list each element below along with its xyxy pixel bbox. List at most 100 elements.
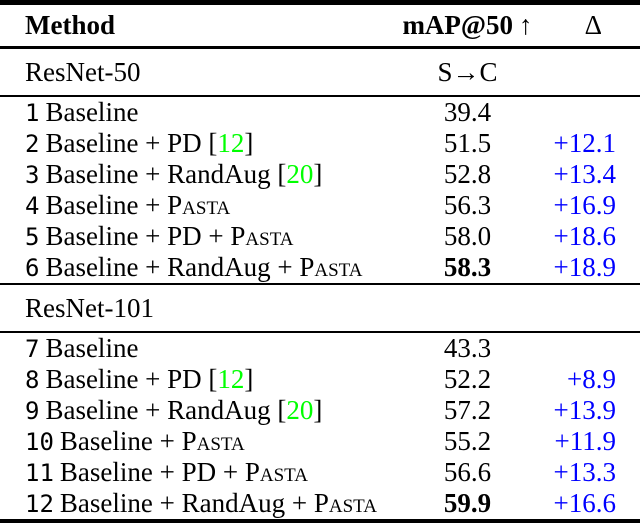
delta-value-cell: [550, 96, 640, 128]
section-delta-cell: [550, 284, 640, 332]
method-cell: 9 Baseline + RandAug [20]: [0, 395, 385, 426]
map-value-cell: 43.3: [443, 333, 492, 363]
map-value-cell: 58.3: [443, 252, 492, 282]
section-header-row: ResNet-50 S→C: [0, 48, 640, 97]
method-text: Baseline + PD +: [59, 457, 245, 487]
column-header-method: Method: [25, 10, 115, 40]
pasta-smallcaps: Pasta: [167, 190, 231, 220]
pasta-smallcaps: Pasta: [313, 488, 377, 518]
method-cell: 5 Baseline + PD + Pasta: [0, 221, 385, 252]
pasta-smallcaps: Pasta: [299, 252, 363, 282]
shift-label: [385, 284, 550, 332]
table-row: 3 Baseline + RandAug [20] 52.8 +13.4: [0, 159, 640, 190]
delta-value-cell: +11.9: [554, 426, 616, 456]
delta-value-cell: +13.3: [553, 457, 616, 487]
method-text: Baseline +: [45, 190, 168, 220]
pasta-smallcaps: Pasta: [244, 457, 308, 487]
method-text: Baseline + PD [: [45, 364, 218, 394]
column-header-delta: Δ: [584, 10, 602, 40]
map-value-cell: 39.4: [443, 97, 492, 127]
section-name: ResNet-50: [25, 56, 141, 87]
citation-number: 12: [217, 364, 245, 394]
method-text: Baseline + RandAug [: [45, 159, 287, 189]
method-text: Baseline: [45, 97, 139, 127]
method-text: Baseline + RandAug [: [45, 395, 287, 425]
method-text: ]: [244, 128, 254, 158]
citation-number: 20: [286, 395, 314, 425]
table-row: 9 Baseline + RandAug [20] 57.2 +13.9: [0, 395, 640, 426]
row-number: 12: [25, 490, 54, 518]
table-header: Method mAP@50 ↑ Δ: [0, 3, 640, 48]
table-row: 11 Baseline + PD + Pasta 56.6 +13.3: [0, 457, 640, 488]
table-row: 1 Baseline 39.4: [0, 96, 640, 128]
table-row: 2 Baseline + PD [12] 51.5 +12.1: [0, 128, 640, 159]
section-header-row: ResNet-101: [0, 284, 640, 332]
section-delta-cell: [550, 48, 640, 97]
header-row: Method mAP@50 ↑ Δ: [0, 3, 640, 48]
method-text: Baseline + PD [: [45, 128, 218, 158]
row-number: 10: [25, 428, 54, 456]
table-row: 8 Baseline + PD [12] 52.2 +8.9: [0, 364, 640, 395]
citation-number: 20: [286, 159, 314, 189]
method-text: Baseline + PD +: [45, 221, 231, 251]
row-number: 5: [25, 223, 40, 251]
table-row: 10 Baseline + Pasta 55.2 +11.9: [0, 426, 640, 457]
citation-number: 12: [217, 128, 245, 158]
delta-value-cell: +16.6: [553, 488, 616, 518]
method-text: ]: [313, 395, 323, 425]
row-number: 4: [25, 192, 40, 220]
row-number: 3: [25, 161, 40, 189]
map-value-cell: 55.2: [443, 426, 492, 456]
method-text: Baseline: [45, 333, 139, 363]
method-cell: 6 Baseline + RandAug + Pasta: [0, 252, 385, 284]
method-cell: 12 Baseline + RandAug + Pasta: [0, 488, 385, 521]
method-cell: 7 Baseline: [0, 332, 385, 364]
method-text: Baseline + RandAug +: [45, 252, 300, 282]
row-number: 11: [25, 459, 54, 487]
table-row: 6 Baseline + RandAug + Pasta 58.3 +18.9: [0, 252, 640, 284]
map-header-label: mAP@50: [402, 10, 514, 40]
method-text: ]: [313, 159, 323, 189]
row-number: 8: [25, 366, 40, 394]
delta-value-cell: +18.6: [553, 221, 616, 251]
map-value-cell: 56.6: [443, 457, 492, 487]
up-arrow-icon: ↑: [519, 10, 533, 40]
table-row: 12 Baseline + RandAug + Pasta 59.9 +16.6: [0, 488, 640, 521]
row-number: 2: [25, 130, 40, 158]
delta-value-cell: +18.9: [553, 252, 616, 282]
table-row: 4 Baseline + Pasta 56.3 +16.9: [0, 190, 640, 221]
method-cell: 2 Baseline + PD [12]: [0, 128, 385, 159]
pasta-smallcaps: Pasta: [230, 221, 294, 251]
row-number: 6: [25, 254, 40, 282]
delta-value-cell: [550, 332, 640, 364]
row-number: 9: [25, 397, 40, 425]
row-number: 1: [25, 99, 40, 127]
section-name: ResNet-101: [25, 292, 154, 323]
method-cell: 3 Baseline + RandAug [20]: [0, 159, 385, 190]
map-value-cell: 59.9: [443, 488, 492, 518]
method-text: Baseline +: [59, 426, 182, 456]
delta-value-cell: +8.9: [567, 364, 616, 394]
method-text: Baseline + RandAug +: [59, 488, 314, 518]
method-text: ]: [244, 364, 254, 394]
method-cell: 10 Baseline + Pasta: [0, 426, 385, 457]
delta-value-cell: +13.9: [553, 395, 616, 425]
map-value-cell: 57.2: [443, 395, 492, 425]
map-value-cell: 52.2: [443, 364, 492, 394]
map-value-cell: 51.5: [443, 128, 492, 158]
table-row: 7 Baseline 43.3: [0, 332, 640, 364]
column-header-map: mAP@50 ↑: [385, 3, 550, 48]
method-cell: 11 Baseline + PD + Pasta: [0, 457, 385, 488]
delta-value-cell: +12.1: [553, 128, 616, 158]
map-value-cell: 52.8: [443, 159, 492, 189]
delta-value-cell: +13.4: [553, 159, 616, 189]
map-value-cell: 56.3: [443, 190, 492, 220]
shift-label: S→C: [437, 56, 498, 87]
table-body: ResNet-50 S→C 1 Baseline 39.4 2 Baseline + PD …: [0, 48, 640, 522]
delta-value-cell: +16.9: [553, 190, 616, 220]
table-row: 5 Baseline + PD + Pasta 58.0 +18.6: [0, 221, 640, 252]
method-cell: 8 Baseline + PD [12]: [0, 364, 385, 395]
method-cell: 4 Baseline + Pasta: [0, 190, 385, 221]
